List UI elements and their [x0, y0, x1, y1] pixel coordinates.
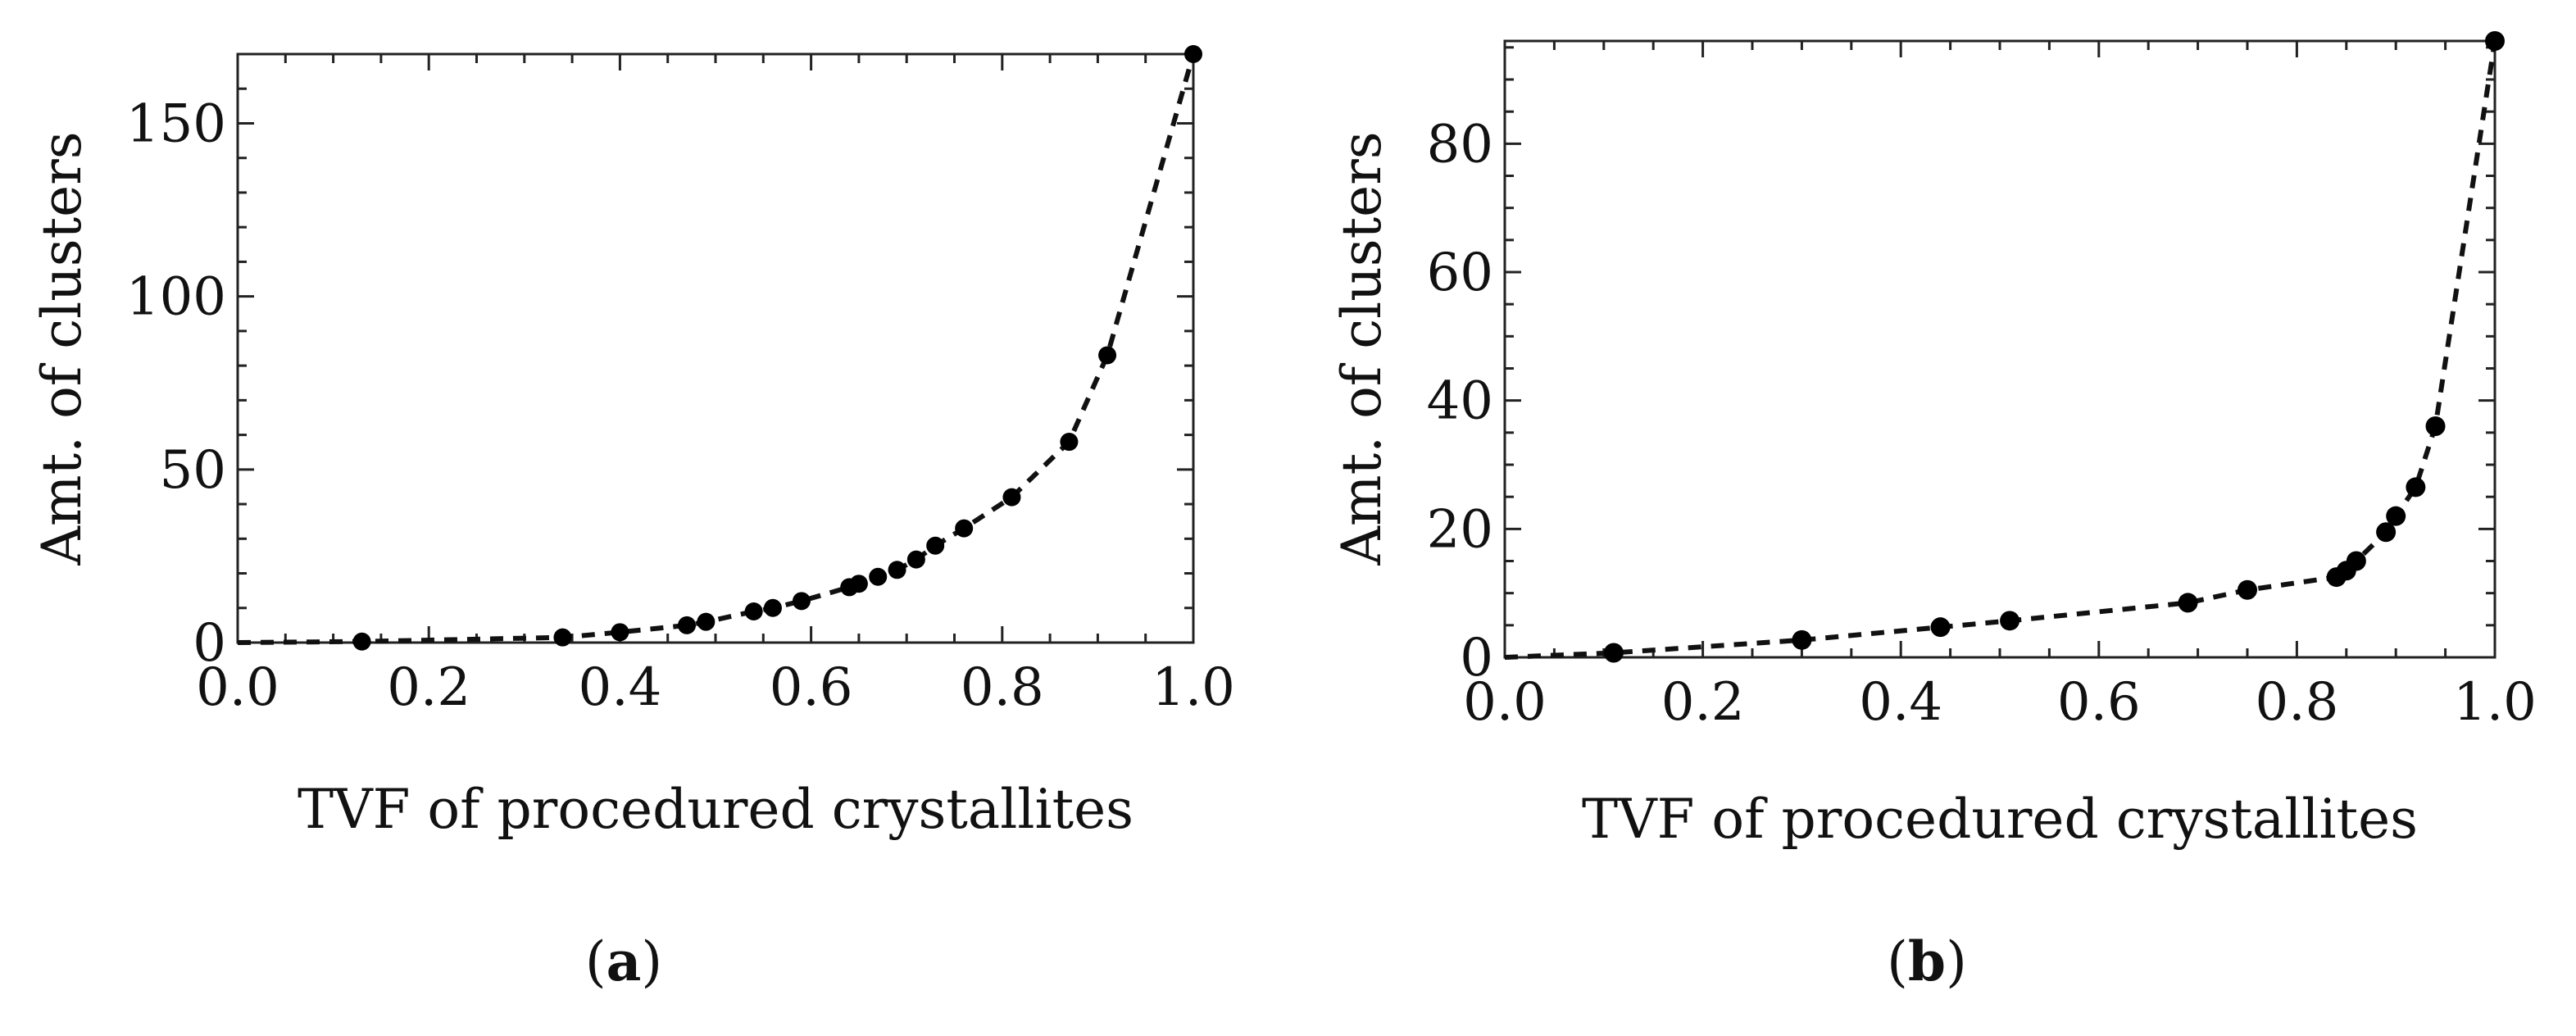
data-point [1792, 629, 1812, 650]
y-tick-labels: 0 20 40 60 80 [1427, 114, 1493, 688]
data-point [678, 616, 697, 634]
data-points [352, 45, 1202, 651]
x-tick-label: 0.8 [961, 657, 1044, 718]
data-point [2238, 579, 2257, 600]
data-point [611, 623, 629, 642]
data-point [1098, 346, 1117, 365]
y-tick-label: 150 [126, 93, 226, 154]
data-point [906, 550, 925, 569]
data-point [1603, 643, 1624, 663]
x-axis-label: TVF of procedured crystallites [1582, 788, 2418, 851]
data-point [2178, 593, 2198, 613]
x-tick-label: 0.4 [1859, 672, 1942, 733]
x-tick-labels: 0.0 0.2 0.4 0.6 0.8 1.0 [1463, 672, 2537, 733]
chart-panel-a: 0.0 0.2 0.4 0.6 0.8 1.0 0 50 100 150 TVF of proc… [30, 45, 1235, 841]
data-point [2485, 31, 2505, 51]
data-point [553, 628, 572, 647]
y-tick-label: 80 [1427, 114, 1493, 175]
tick-marks [236, 52, 1195, 644]
data-point [1002, 488, 1021, 507]
data-point [763, 598, 782, 617]
data-point [2346, 551, 2366, 571]
caption-a: (a) [585, 929, 662, 993]
data-point [1060, 433, 1079, 452]
data-point [888, 561, 906, 579]
chart-panel-b: 0.0 0.2 0.4 0.6 0.8 1.0 0 20 40 60 80 TVF of proc… [1330, 31, 2537, 851]
x-tick-label: 0.8 [2256, 672, 2339, 733]
x-tick-label: 0.6 [770, 657, 853, 718]
y-axis-label: Amt. of clusters [1330, 131, 1393, 566]
y-tick-labels: 0 50 100 150 [126, 93, 226, 674]
data-point [2386, 506, 2406, 526]
data-point [1930, 617, 1951, 638]
y-tick-label: 40 [1427, 371, 1493, 432]
x-tick-label: 1.0 [1152, 657, 1235, 718]
data-point [744, 602, 763, 620]
x-tick-label: 0.2 [387, 657, 470, 718]
x-tick-label: 0.0 [1463, 672, 1547, 733]
y-tick-label: 50 [160, 440, 226, 501]
caption-b: (b) [1887, 929, 1967, 993]
data-point [926, 536, 945, 555]
y-tick-label: 100 [126, 267, 226, 328]
plot-frame [236, 52, 1195, 644]
y-tick-label: 0 [193, 613, 226, 674]
data-point [352, 632, 371, 651]
data-points [1603, 31, 2505, 663]
data-point [849, 575, 868, 593]
y-axis-label: Amt. of clusters [30, 131, 93, 566]
data-point [792, 592, 811, 611]
y-tick-label: 0 [1460, 628, 1493, 688]
data-point [1184, 45, 1202, 63]
data-point [697, 612, 716, 631]
data-point [955, 519, 974, 538]
data-point [869, 567, 888, 586]
data-point [2406, 477, 2426, 498]
data-point [2000, 611, 2020, 631]
x-tick-label: 0.2 [1661, 672, 1745, 733]
y-tick-label: 60 [1427, 243, 1493, 303]
x-tick-label: 1.0 [2453, 672, 2537, 733]
tick-marks [1503, 41, 2496, 659]
data-point [2376, 522, 2397, 543]
dashed-fit-curve [237, 53, 1196, 645]
x-tick-label: 0.4 [579, 657, 662, 718]
data-point [2425, 416, 2446, 436]
y-tick-label: 20 [1427, 499, 1493, 560]
x-axis-label: TVF of procedured crystallites [298, 778, 1134, 841]
x-tick-label: 0.6 [2057, 672, 2141, 733]
x-tick-label: 0.0 [196, 657, 279, 718]
x-tick-labels: 0.0 0.2 0.4 0.6 0.8 1.0 [196, 657, 1235, 718]
